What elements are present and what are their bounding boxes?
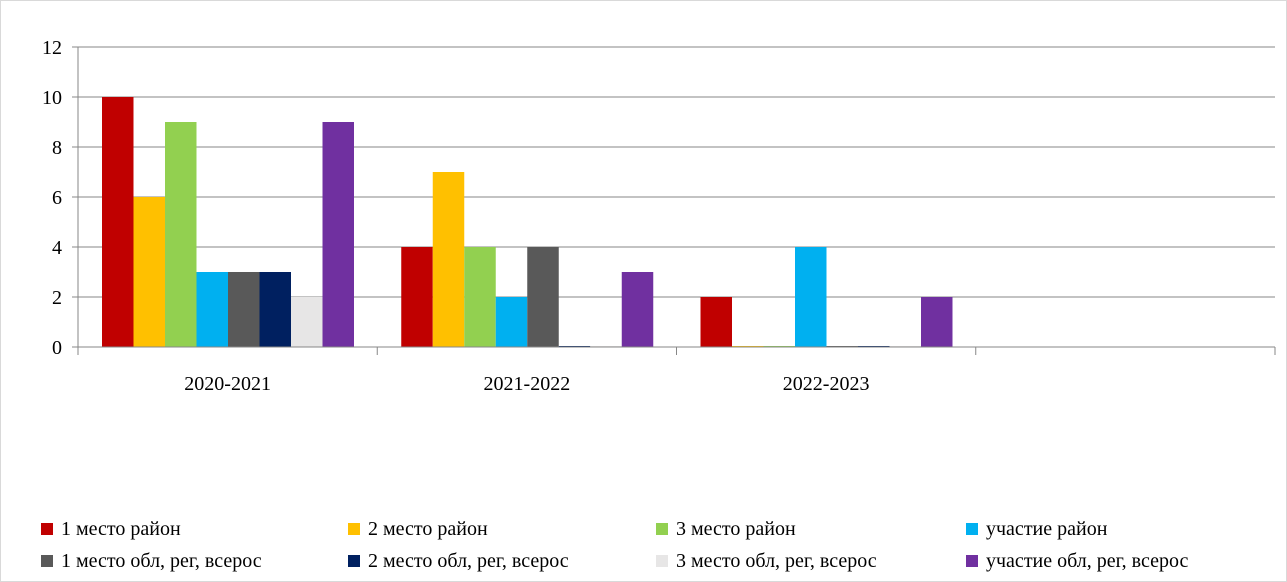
bar	[260, 272, 292, 347]
bar	[496, 297, 528, 347]
bar	[701, 297, 733, 347]
legend: 1 место район 2 место район 3 место район у…	[41, 517, 1281, 573]
y-tick-label: 4	[52, 237, 62, 259]
legend-swatch	[41, 555, 53, 567]
legend-swatch	[966, 523, 978, 535]
legend-label: 3 место обл, рег, всерос	[676, 550, 877, 573]
bar	[527, 247, 559, 347]
legend-swatch	[348, 523, 360, 535]
y-tick-label: 2	[52, 287, 62, 309]
y-tick-label: 12	[42, 37, 62, 59]
bar	[464, 247, 496, 347]
bar	[165, 122, 197, 347]
bar	[622, 272, 654, 347]
legend-label: участие район	[986, 518, 1107, 541]
bar	[323, 122, 355, 347]
bars	[102, 97, 953, 347]
legend-label: 1 место район	[61, 518, 181, 541]
legend-label: 3 место район	[676, 518, 796, 541]
legend-item: 3 место обл, рег, всерос	[656, 549, 966, 573]
legend-item: участие обл, рег, всерос	[966, 549, 1281, 573]
legend-item: 3 место район	[656, 517, 966, 541]
legend-item: 2 место обл, рег, всерос	[348, 549, 656, 573]
legend-label: 2 место район	[368, 518, 488, 541]
bar	[433, 172, 465, 347]
legend-label: 1 место обл, рег, всерос	[61, 550, 262, 573]
bar	[228, 272, 260, 347]
y-tick-label: 6	[52, 187, 62, 209]
legend-swatch	[41, 523, 53, 535]
legend-label: участие обл, рег, всерос	[986, 550, 1188, 573]
legend-swatch	[966, 555, 978, 567]
bar	[795, 247, 827, 347]
bar	[401, 247, 433, 347]
legend-swatch	[656, 555, 668, 567]
bar	[134, 197, 166, 347]
y-tick-label: 0	[52, 337, 62, 359]
y-tick-label: 10	[42, 87, 62, 109]
x-tick-label: 2021-2022	[484, 373, 571, 395]
legend-item: 2 место район	[348, 517, 656, 541]
bar	[291, 297, 323, 347]
x-tick-label: 2022-2023	[783, 373, 870, 395]
bar	[197, 272, 229, 347]
bar	[921, 297, 953, 347]
x-tick-label: 2020-2021	[184, 373, 271, 395]
bar-chart: 0 2 4 6 8 10 12 2020-2021 2021-2022 2022-2023	[1, 1, 1287, 501]
legend-swatch	[656, 523, 668, 535]
legend-item: участие район	[966, 517, 1281, 541]
legend-item: 1 место обл, рег, всерос	[41, 549, 348, 573]
bar	[102, 97, 134, 347]
legend-item: 1 место район	[41, 517, 348, 541]
y-tick-label: 8	[52, 137, 62, 159]
legend-label: 2 место обл, рег, всерос	[368, 550, 569, 573]
legend-swatch	[348, 555, 360, 567]
